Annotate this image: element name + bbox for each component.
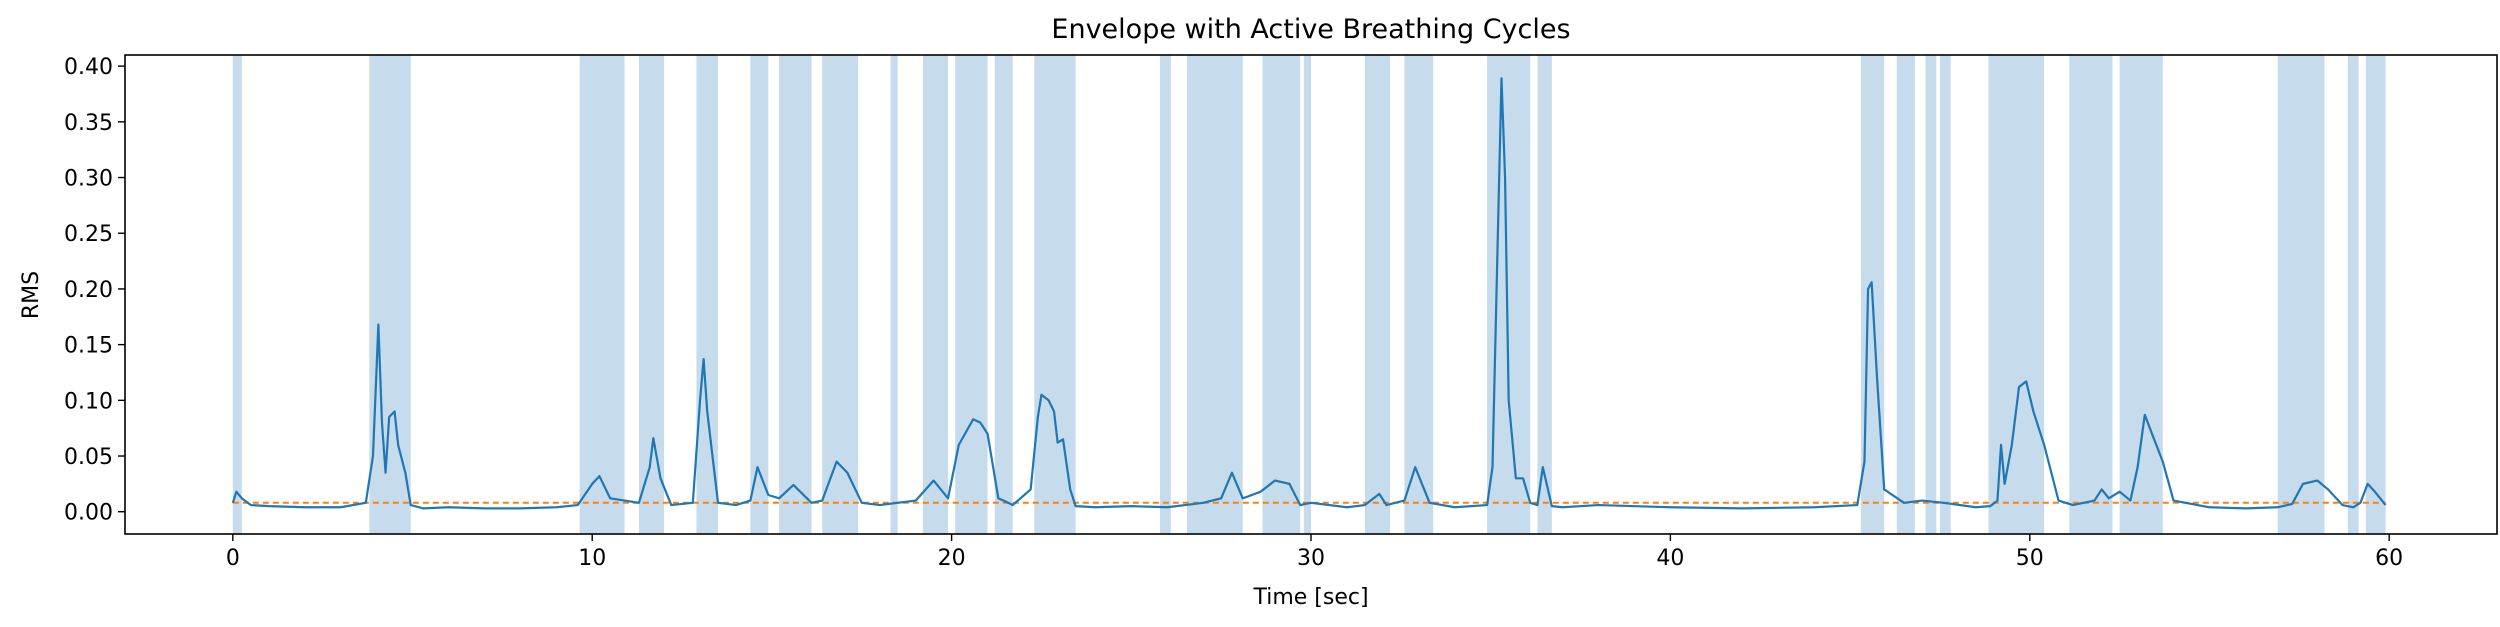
active-cycle-span-13 <box>1160 55 1171 534</box>
active-cycle-span-29 <box>2347 55 2359 534</box>
active-cycle-span-10 <box>955 55 988 534</box>
active-cycle-span-26 <box>2069 55 2113 534</box>
y-tick-label-7: 0.35 <box>64 111 113 136</box>
y-axis-label: RMS <box>19 271 44 319</box>
active-cycle-span-1 <box>369 55 411 534</box>
chart-title: Envelope with Active Breathing Cycles <box>1051 14 1570 45</box>
y-tick-label-6: 0.30 <box>64 167 113 192</box>
y-tick-label-5: 0.25 <box>64 222 113 247</box>
active-cycle-span-3 <box>638 55 665 534</box>
active-cycle-span-16 <box>1303 55 1311 534</box>
active-cycle-span-19 <box>1487 55 1531 534</box>
active-cycle-span-8 <box>890 55 898 534</box>
y-tick-label-4: 0.20 <box>64 278 113 303</box>
active-cycle-span-6 <box>779 55 812 534</box>
x-tick-label-5: 50 <box>2016 546 2044 571</box>
active-cycle-span-30 <box>2365 55 2386 534</box>
series-layer <box>231 77 2387 510</box>
active-cycle-span-22 <box>1896 55 1915 534</box>
active-cycle-span-9 <box>922 55 949 534</box>
active-cycle-span-20 <box>1537 55 1552 534</box>
active-cycle-span-5 <box>750 55 769 534</box>
x-axis-label: Time [sec] <box>1252 585 1368 610</box>
active-cycle-span-17 <box>1364 55 1391 534</box>
plot-area <box>231 55 2387 534</box>
active-cycle-span-11 <box>994 55 1013 534</box>
y-tick-label-2: 0.10 <box>64 389 113 414</box>
active-cycle-span-23 <box>1925 55 1937 534</box>
x-axis-ticks: 0 10 20 30 40 50 60 <box>226 534 2403 571</box>
active-cycle-span-0 <box>232 55 242 534</box>
y-axis-ticks: 0.00 0.05 0.10 0.15 0.20 0.25 0.30 0.35 0.40 <box>64 55 125 526</box>
active-cycle-span-2 <box>579 55 625 534</box>
active-cycle-span-4 <box>696 55 718 534</box>
y-tick-label-8: 0.40 <box>64 55 113 80</box>
x-tick-label-3: 30 <box>1297 546 1325 571</box>
active-cycle-span-7 <box>822 55 859 534</box>
active-cycle-span-24 <box>1939 55 1951 534</box>
active-cycle-span-25 <box>1988 55 2045 534</box>
x-tick-label-2: 20 <box>938 546 966 571</box>
active-cycle-span-14 <box>1187 55 1243 534</box>
y-tick-label-3: 0.15 <box>64 334 113 359</box>
active-cycle-span-12 <box>1034 55 1076 534</box>
x-tick-label-4: 40 <box>1656 546 1684 571</box>
active-cycle-span-27 <box>2119 55 2163 534</box>
y-tick-label-1: 0.05 <box>64 445 113 470</box>
x-tick-label-6: 60 <box>2375 546 2403 571</box>
x-tick-label-0: 0 <box>226 546 240 571</box>
active-cycle-span-15 <box>1262 55 1301 534</box>
active-cycle-span-18 <box>1404 55 1434 534</box>
x-tick-label-1: 10 <box>578 546 606 571</box>
active-cycle-span-28 <box>2277 55 2325 534</box>
y-tick-label-0: 0.00 <box>64 501 113 526</box>
envelope-line-0 <box>231 77 2387 510</box>
